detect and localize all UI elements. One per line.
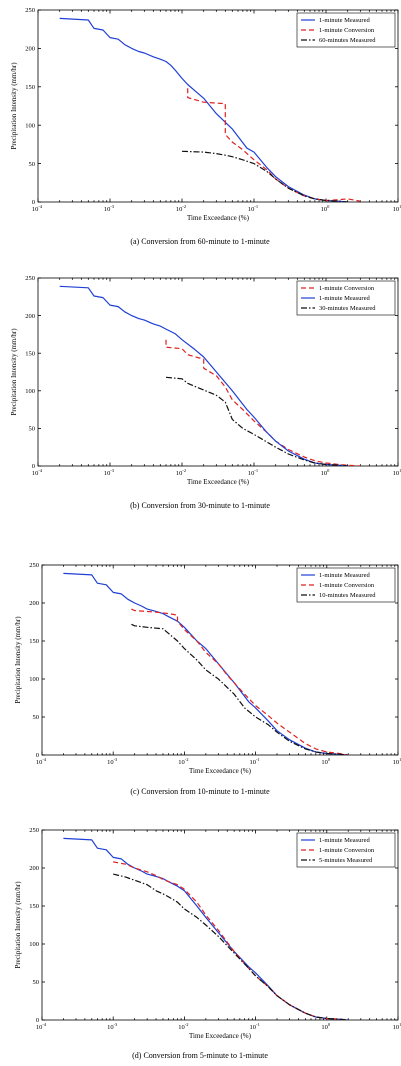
- x-tick-label: 101: [393, 204, 401, 213]
- series-line-3: [131, 623, 349, 755]
- panel-caption: (c) Conversion from 10-minute to 1-minut…: [130, 787, 270, 796]
- chart-panel: 0 50 100 150 200 250 10-4 10-3 10-2 10-1 100 101 Tim…: [14, 827, 401, 1060]
- legend-label: 1-minute Conversion: [319, 847, 375, 854]
- y-tick-label: 250: [25, 7, 35, 14]
- x-tick-label: 10-1: [249, 1022, 259, 1031]
- x-tick-label: 10-4: [36, 757, 47, 766]
- y-tick-label: 200: [29, 600, 39, 607]
- x-tick-label: 10-1: [248, 468, 258, 477]
- series-line-2: [59, 285, 348, 466]
- y-tick-label: 100: [25, 122, 35, 129]
- y-tick-label: 50: [29, 426, 36, 433]
- plot-frame: [37, 277, 399, 467]
- y-tick-label: 250: [29, 827, 39, 834]
- legend-box: [296, 280, 396, 316]
- y-tick-label: 150: [29, 638, 39, 645]
- legend-label: 1-minute Conversion: [319, 285, 375, 292]
- series-line-1: [63, 837, 349, 1020]
- y-tick-label: 150: [25, 84, 35, 91]
- series-group: [59, 17, 361, 202]
- legend-label: 1-minute Measured: [319, 295, 370, 302]
- legend-label: 5-minutes Measured: [319, 857, 373, 864]
- y-tick-label: 100: [25, 388, 35, 395]
- plot-frame: [41, 564, 399, 756]
- y-tick-label: 250: [29, 562, 39, 569]
- plot-frame: [41, 829, 399, 1021]
- x-tick-label: 100: [321, 468, 331, 477]
- x-tick-label: 101: [393, 1022, 401, 1031]
- y-axis-label: Precipitation Intensity (mm/hr): [14, 616, 22, 704]
- series-line-3: [181, 150, 348, 202]
- legend-label: 1-minute Measured: [319, 17, 370, 24]
- x-axis-label: Time Exceedance (%): [187, 214, 250, 222]
- x-tick-label: 10-3: [104, 468, 115, 477]
- x-tick-label: 10-1: [249, 757, 259, 766]
- y-tick-label: 250: [25, 275, 35, 282]
- series-line-1: [63, 572, 349, 755]
- series-line-2: [187, 88, 361, 202]
- x-tick-label: 10-3: [104, 204, 115, 213]
- y-tick-label: 50: [33, 979, 40, 986]
- x-tick-label: 10-2: [176, 204, 186, 213]
- y-tick-label: 0: [32, 199, 35, 206]
- y-tick-label: 150: [25, 350, 35, 357]
- y-tick-label: 200: [25, 46, 35, 53]
- legend-label: 1-minute Measured: [319, 572, 370, 579]
- x-tick-label: 100: [321, 757, 331, 766]
- series-group: [59, 285, 361, 466]
- panel-caption: (a) Conversion from 60-minute to 1-minut…: [130, 237, 270, 246]
- series-line-3: [113, 873, 349, 1020]
- x-tick-label: 100: [321, 204, 331, 213]
- x-axis-label: Time Exceedance (%): [189, 1032, 252, 1040]
- series-line-2: [131, 608, 349, 755]
- x-axis-label: Time Exceedance (%): [187, 478, 250, 486]
- x-tick-label: 100: [321, 1022, 331, 1031]
- legend-label: 1-minute Conversion: [319, 582, 375, 589]
- x-tick-label: 10-1: [248, 204, 258, 213]
- x-tick-label: 10-3: [107, 757, 118, 766]
- plot-frame: [37, 9, 399, 203]
- series-line-1: [59, 17, 348, 202]
- x-tick-label: 101: [393, 468, 401, 477]
- legend-label: 10-minutes Measured: [319, 592, 376, 599]
- x-tick-label: 10-2: [178, 757, 188, 766]
- y-tick-label: 0: [32, 463, 35, 470]
- legend-label: 1-minute Measured: [319, 837, 370, 844]
- x-tick-label: 10-4: [32, 204, 43, 213]
- series-group: [63, 572, 349, 755]
- y-tick-label: 100: [29, 676, 39, 683]
- series-line-3: [165, 376, 348, 466]
- legend-label: 60-minutes Measured: [319, 37, 376, 44]
- x-tick-label: 10-3: [107, 1022, 118, 1031]
- y-tick-label: 200: [25, 313, 35, 320]
- legend-label: 30-minutes Measured: [319, 305, 376, 312]
- y-tick-label: 100: [29, 941, 39, 948]
- x-tick-label: 101: [393, 757, 401, 766]
- panel-caption: (d) Conversion from 5-minute to 1-minute: [132, 1051, 268, 1060]
- legend-label: 1-minute Conversion: [319, 27, 375, 34]
- y-axis-label: Precipitation Intensity (mm/hr): [10, 328, 18, 416]
- x-tick-label: 10-4: [32, 468, 43, 477]
- series-line-2: [113, 861, 349, 1020]
- series-group: [63, 837, 349, 1020]
- y-tick-label: 200: [29, 865, 39, 872]
- y-tick-label: 0: [36, 1017, 39, 1024]
- chart-panel: 0 50 100 150 200 250 10-4 10-3 10-2 10-1 100 101 Tim…: [10, 7, 401, 246]
- chart-panel: 0 50 100 150 200 250 10-4 10-3 10-2 10-1 100 101 Tim…: [14, 562, 401, 796]
- x-tick-label: 10-2: [176, 468, 186, 477]
- y-tick-label: 50: [33, 714, 40, 721]
- y-tick-label: 50: [29, 161, 36, 168]
- y-axis-label: Precipitation Intensity (mm/hr): [10, 62, 18, 150]
- chart-panel: 0 50 100 150 200 250 10-4 10-3 10-2 10-1 100 101 Tim…: [10, 275, 401, 510]
- y-axis-label: Precipitation Intensity (mm/hr): [14, 881, 22, 969]
- x-tick-label: 10-2: [178, 1022, 188, 1031]
- series-line-1: [165, 339, 361, 466]
- panel-caption: (b) Conversion from 30-minute to 1-minut…: [130, 501, 270, 510]
- x-tick-label: 10-4: [36, 1022, 47, 1031]
- y-tick-label: 0: [36, 752, 39, 759]
- x-axis-label: Time Exceedance (%): [189, 767, 252, 775]
- y-tick-label: 150: [29, 903, 39, 910]
